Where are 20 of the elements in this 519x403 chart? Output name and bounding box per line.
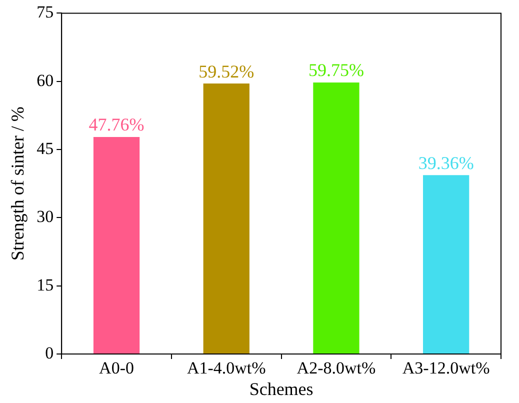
y-tick-label: 15: [36, 275, 54, 294]
y-tick-label: 60: [36, 70, 54, 90]
bar: [203, 84, 250, 354]
bar: [93, 136, 140, 354]
x-tick-label: A2-8.0wt%: [296, 358, 376, 378]
data-label: 47.76%: [88, 114, 144, 135]
x-axis-title: Schemes: [249, 378, 314, 399]
bar: [423, 175, 470, 354]
bar: [313, 82, 360, 354]
y-axis-title: Strength of sinter / %: [8, 106, 28, 261]
data-label: 59.75%: [308, 60, 364, 80]
data-label: 39.36%: [418, 152, 474, 173]
y-tick-label: 0: [45, 343, 54, 362]
y-tick-label: 30: [36, 207, 54, 226]
x-tick-label: A0-0: [99, 358, 134, 378]
x-tick-label: A3-12.0wt%: [402, 358, 490, 378]
data-label: 59.52%: [198, 61, 254, 82]
y-tick-label: 45: [36, 138, 54, 158]
x-tick-label: A1-4.0wt%: [186, 358, 266, 378]
y-tick-label: 75: [36, 2, 54, 22]
